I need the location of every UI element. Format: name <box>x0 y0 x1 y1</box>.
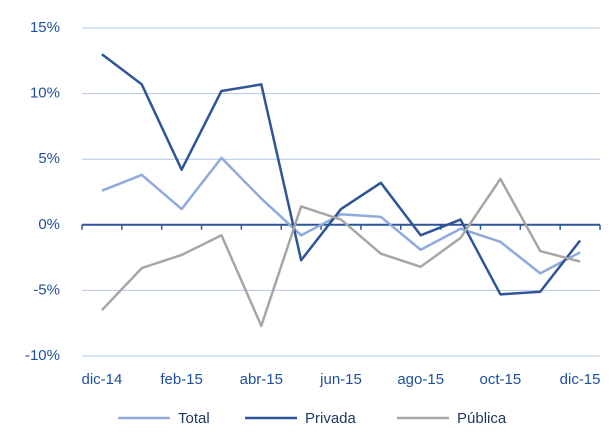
x-tick-label: dic-15 <box>560 371 601 388</box>
legend: Total Privada Pública <box>118 410 507 427</box>
legend-label: Total <box>178 410 210 427</box>
x-tick-label: ago-15 <box>397 371 444 388</box>
legend-label: Pública <box>457 410 507 427</box>
series-line <box>101 53 582 296</box>
y-tick-label: 0% <box>38 216 60 233</box>
y-tick-label: 5% <box>38 150 60 167</box>
series-line <box>101 156 581 275</box>
x-tick-label: dic-14 <box>81 371 122 388</box>
y-tick-label: -5% <box>33 281 60 298</box>
legend-label: Privada <box>305 410 357 427</box>
x-tick-label: feb-15 <box>160 371 203 388</box>
x-tick-label: jun-15 <box>319 371 362 388</box>
x-tick-label: abr-15 <box>240 371 283 388</box>
y-tick-label: 10% <box>30 85 60 102</box>
y-tick-label: -10% <box>25 347 60 364</box>
x-tick-label: oct-15 <box>480 371 522 388</box>
series-line <box>101 177 581 328</box>
y-tick-label: 15% <box>30 19 60 36</box>
